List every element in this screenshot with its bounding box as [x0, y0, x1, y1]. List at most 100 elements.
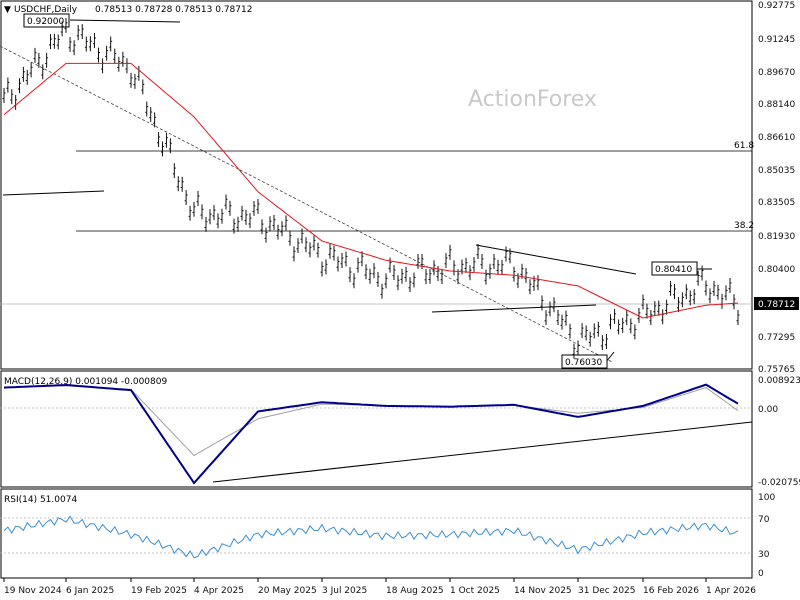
- price-bar: [512, 266, 516, 282]
- x-tick-label: 20 May 2025: [258, 586, 317, 596]
- price-bar: [649, 310, 653, 326]
- y-tick-label: 0.85035: [758, 166, 795, 176]
- x-tick-label: 1 Apr 2026: [706, 586, 756, 596]
- rsi-tick-label: 100: [758, 493, 775, 503]
- current-price-label: 0.78712: [758, 300, 795, 310]
- price-bar: [264, 227, 268, 243]
- price-bar: [484, 269, 488, 285]
- price-bar: [149, 107, 153, 123]
- price-bar: [113, 48, 117, 64]
- price-bar: [45, 52, 49, 68]
- price-bar: [105, 45, 109, 61]
- rsi-tick-label: 0: [758, 569, 764, 579]
- price-bar: [688, 290, 692, 306]
- price-bar: [240, 205, 244, 221]
- price-bar: [472, 256, 476, 272]
- price-bar: [288, 230, 292, 246]
- price-bar: [129, 72, 133, 88]
- price-bar: [416, 253, 420, 269]
- price-bar: [236, 216, 240, 232]
- price-bar: [224, 194, 228, 210]
- price-bar: [464, 257, 468, 273]
- price-bar: [196, 191, 200, 207]
- price-bar: [412, 272, 416, 288]
- y-tick-label: 0.88140: [758, 100, 795, 110]
- price-bar: [60, 21, 64, 37]
- price-bar: [480, 253, 484, 269]
- price-bar: [164, 132, 168, 148]
- price-bar: [568, 323, 572, 339]
- price-bar: [172, 163, 176, 179]
- price-bar: [284, 215, 288, 231]
- level-0-92000: 0.92000: [23, 13, 70, 28]
- price-bar: [536, 275, 540, 291]
- y-tick-label: 0.91245: [758, 35, 795, 45]
- price-bar: [260, 219, 264, 235]
- price-bar: [360, 251, 364, 267]
- price-bar: [49, 34, 52, 50]
- y-tick-label: 0.75765: [758, 365, 795, 375]
- price-bar: [476, 243, 480, 259]
- rsi-title: RSI(14) 51.0074: [4, 495, 77, 505]
- price-bar: [161, 141, 164, 157]
- price-bar: [232, 218, 236, 234]
- price-bar: [248, 213, 252, 229]
- price-bar: [592, 323, 596, 339]
- y-tick-label: 0.92775: [758, 1, 795, 11]
- price-bar: [621, 317, 625, 333]
- level-label-0-92000: 0.92000: [27, 17, 64, 27]
- price-bar: [157, 132, 161, 148]
- price-bar: [657, 300, 661, 316]
- rsi-lines: [3, 515, 739, 559]
- ma-series-line: [3, 62, 739, 319]
- price-bar: [256, 198, 260, 214]
- price-bar: [216, 213, 220, 229]
- macd-lines: [3, 383, 739, 485]
- price-bar: [68, 36, 72, 52]
- price-bar: [204, 216, 208, 232]
- lower-channel-line: [431, 304, 597, 313]
- macd-tick-label: 0.008923: [758, 376, 800, 386]
- price-bar: [212, 205, 216, 221]
- fib-61-8-label: 61.8: [734, 141, 754, 151]
- price-bar: [524, 267, 528, 283]
- price-bar: [500, 259, 504, 275]
- price-bar: [444, 253, 448, 269]
- y-tick-label: 0.77295: [758, 333, 795, 343]
- price-bar: [588, 331, 592, 347]
- price-bar: [10, 89, 14, 105]
- price-bar: [168, 138, 172, 154]
- price-bar: [720, 293, 724, 309]
- price-bar: [97, 47, 100, 63]
- price-bar: [18, 78, 21, 94]
- price-bar: [188, 205, 192, 221]
- price-bar: [133, 73, 137, 89]
- price-bar: [244, 209, 248, 225]
- macd-tick-label: -0.020759: [758, 478, 800, 488]
- header-triangle: ▼: [4, 5, 11, 15]
- price-bar: [704, 280, 708, 296]
- price-bar: [641, 294, 645, 310]
- fib-38-2-label: 38.2: [734, 221, 754, 231]
- price-bar: [72, 40, 76, 56]
- price-bar: [600, 335, 604, 351]
- price-bar: [21, 66, 25, 82]
- price-bar: [121, 51, 125, 67]
- price-bar: [304, 237, 308, 253]
- price-bar: [356, 257, 360, 273]
- price-bar: [109, 36, 113, 52]
- price-bar: [732, 294, 736, 310]
- price-bar: [673, 284, 676, 300]
- price-bar: [200, 204, 204, 220]
- price-bar: [208, 209, 212, 225]
- price-bar: [220, 208, 224, 224]
- price-bar: [629, 318, 633, 334]
- rsi-panel-frame: [0, 488, 753, 579]
- price-bar: [653, 300, 657, 316]
- price-bar: [125, 58, 129, 74]
- price-bar: [596, 321, 600, 337]
- price-bar: [508, 248, 512, 264]
- macd-title: MACD(12,26,9) 0.001094 -0.000809: [4, 377, 167, 387]
- price-bar: [665, 299, 669, 315]
- price-bar: [340, 253, 344, 269]
